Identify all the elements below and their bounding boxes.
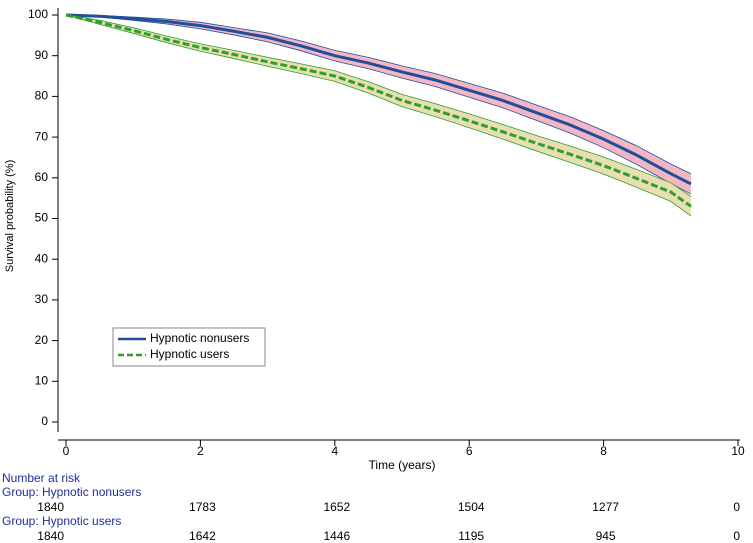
legend-label: Hypnotic nonusers (150, 331, 249, 345)
y-tick-label: 50 (35, 211, 49, 225)
risk-count: 945 (596, 529, 616, 543)
y-axis-label: Survival probability (%) (4, 160, 16, 272)
x-tick-label: 10 (731, 444, 745, 458)
risk-count: 0 (733, 500, 740, 514)
y-tick-label: 40 (35, 251, 49, 265)
x-tick-label: 4 (331, 444, 338, 458)
risk-count: 1504 (458, 500, 485, 514)
y-tick-label: 100 (28, 7, 48, 21)
band-upper (65, 14, 692, 175)
x-axis-label: Time (years) (369, 458, 436, 472)
y-tick-label: 80 (35, 89, 49, 103)
band-lower (65, 14, 692, 195)
x-tick-label: 8 (600, 444, 607, 458)
risk-count: 1446 (323, 529, 350, 543)
confidence-band (66, 15, 691, 217)
risk-group-label: Group: Hypnotic users (2, 514, 121, 528)
risk-group-label: Group: Hypnotic nonusers (2, 485, 141, 499)
y-tick-label: 90 (35, 48, 49, 62)
risk-count: 0 (733, 529, 740, 543)
survival-line (65, 13, 692, 208)
risk-table-title: Number at risk (2, 471, 81, 485)
band-upper (65, 14, 692, 197)
x-tick-label: 6 (466, 444, 473, 458)
y-tick-label: 70 (35, 129, 49, 143)
legend-label: Hypnotic users (150, 347, 229, 361)
y-tick-label: 0 (41, 414, 48, 428)
risk-count: 1195 (458, 529, 484, 543)
risk-count: 1642 (189, 529, 216, 543)
x-tick-label: 0 (63, 444, 70, 458)
risk-count: 1840 (37, 500, 64, 514)
risk-count: 1840 (37, 529, 64, 543)
x-tick-label: 2 (197, 444, 204, 458)
legend-box (112, 327, 266, 367)
risk-count: 1277 (592, 500, 619, 514)
risk-count: 1652 (323, 500, 350, 514)
survival-line (65, 13, 692, 186)
y-tick-label: 60 (35, 170, 49, 184)
y-tick-label: 20 (35, 333, 49, 347)
band-lower (65, 14, 692, 217)
risk-count: 1783 (189, 500, 216, 514)
y-tick-label: 30 (35, 292, 49, 306)
y-tick-label: 10 (35, 373, 49, 387)
